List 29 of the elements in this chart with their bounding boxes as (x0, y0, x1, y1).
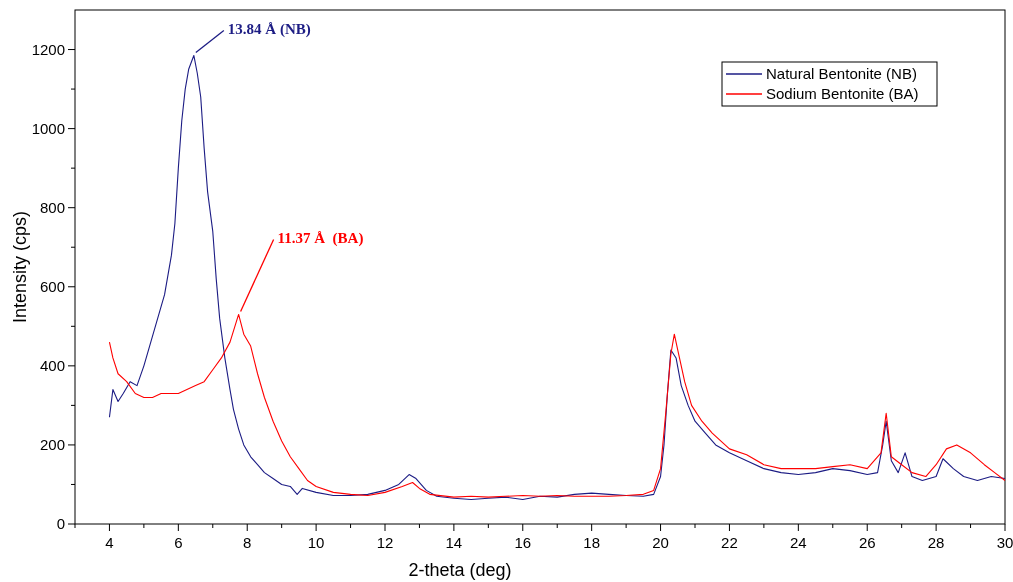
x-tick-label: 14 (445, 534, 463, 551)
x-tick-label: 24 (789, 534, 807, 551)
x-tick-label: 12 (376, 534, 394, 551)
x-tick-label: 22 (721, 534, 738, 551)
x-tick-label: 10 (307, 534, 325, 551)
y-tick-label: 1200 (31, 40, 65, 58)
y-axis-title: Intensity (cps) (10, 210, 30, 324)
y-tick-label: 200 (39, 435, 65, 453)
y-tick-label: 600 (39, 277, 65, 295)
line-series (108, 313, 1006, 498)
x-tick-label: 8 (243, 534, 252, 551)
y-tick-label: 400 (39, 356, 65, 374)
x-tick-label: 30 (996, 534, 1013, 551)
x-axis-title: 2-theta (deg) (408, 560, 512, 580)
x-tick-label: 16 (514, 534, 532, 551)
x-tick-label: 18 (583, 534, 601, 551)
annotation: 13.84 Å (NB) (227, 21, 311, 39)
x-tick-label: 28 (927, 534, 945, 551)
x-tick-label: 4 (105, 534, 114, 551)
line-series (108, 54, 1006, 501)
x-tick-label: 6 (174, 534, 183, 551)
y-tick-label: 800 (39, 198, 65, 216)
legend-label: Sodium Bentonite (BA) (766, 85, 919, 102)
x-tick-label: 26 (858, 534, 876, 551)
y-tick-label: 0 (56, 515, 65, 532)
annotation: 11.37 Å (BA) (277, 230, 364, 248)
y-tick-label: 1000 (31, 119, 65, 137)
legend-label: Natural Bentonite (NB) (766, 65, 917, 82)
x-tick-label: 20 (652, 534, 669, 551)
